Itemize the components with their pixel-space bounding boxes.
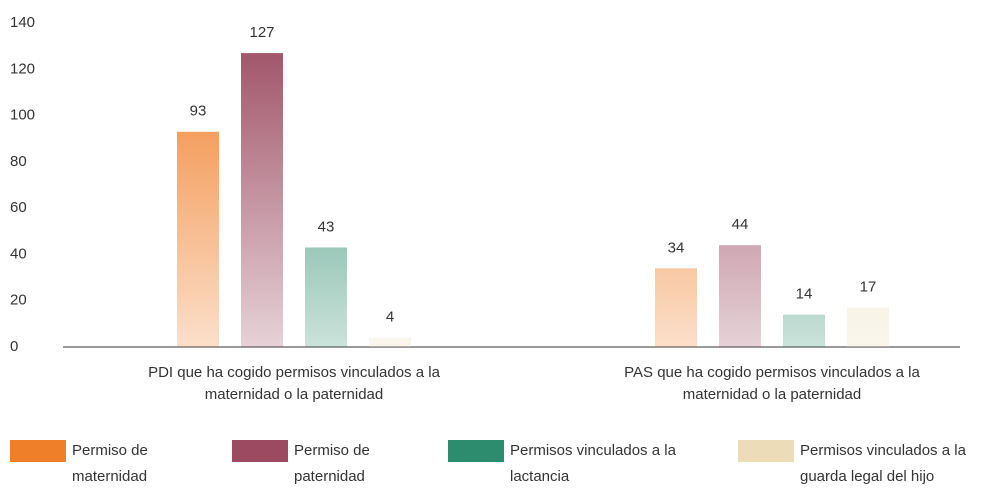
- legend-label: Permiso de paternidad: [294, 442, 370, 485]
- value-label: 127: [249, 24, 274, 41]
- value-label: 44: [732, 216, 749, 233]
- x-tick-label: PAS que ha cogido permisos vinculados a …: [624, 364, 920, 403]
- legend-swatch: [232, 440, 288, 462]
- y-tick-label: 60: [10, 199, 27, 216]
- value-label: 34: [668, 239, 685, 256]
- bar: [655, 268, 697, 347]
- bar: [177, 131, 219, 347]
- legend-label: Permiso de maternidad: [72, 442, 148, 485]
- y-tick-label: 20: [10, 292, 27, 309]
- y-tick-label: 120: [10, 60, 35, 77]
- x-tick-label: PDI que ha cogido permisos vinculados a …: [148, 364, 440, 403]
- legend-label: Permisos vinculados a la guarda legal de…: [800, 442, 966, 485]
- value-label: 14: [796, 286, 813, 303]
- y-tick-label: 100: [10, 107, 35, 124]
- y-tick-label: 0: [10, 338, 18, 355]
- value-label: 93: [190, 103, 207, 120]
- bar: [847, 307, 889, 347]
- value-label: 43: [318, 218, 335, 235]
- value-label: 4: [386, 309, 394, 326]
- bar: [241, 53, 283, 347]
- y-tick-label: 140: [10, 14, 35, 31]
- legend-label: Permisos vinculados a la lactancia: [510, 442, 676, 485]
- y-tick-label: 80: [10, 153, 27, 170]
- value-label: 17: [860, 279, 877, 296]
- legend-swatch: [448, 440, 504, 462]
- bar: [305, 247, 347, 347]
- legend-swatch: [10, 440, 66, 462]
- bar: [719, 245, 761, 347]
- legend-swatch: [738, 440, 794, 462]
- bar: [369, 337, 411, 347]
- y-tick-label: 40: [10, 245, 27, 262]
- bar: [783, 314, 825, 347]
